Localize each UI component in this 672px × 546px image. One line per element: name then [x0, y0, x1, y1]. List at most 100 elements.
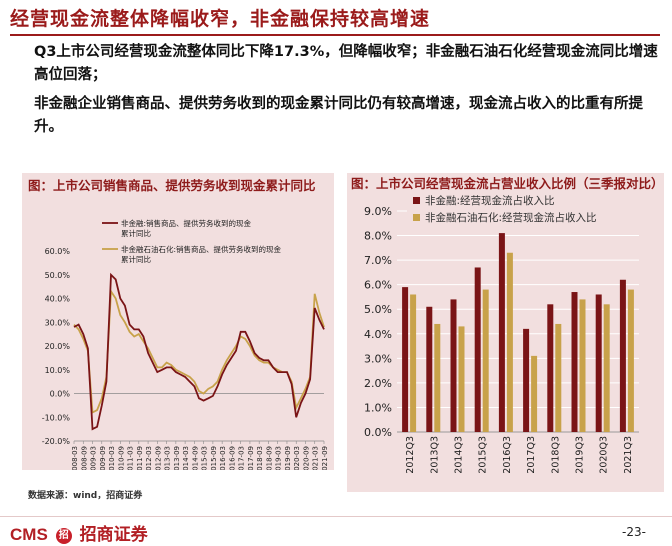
bar-1: [619, 279, 626, 432]
logo-mark-icon: 招: [55, 528, 72, 544]
x-tick-label: 2021-03: [312, 446, 320, 470]
bar-2: [434, 323, 441, 432]
x-tick-label: 2014-03: [182, 446, 190, 470]
x-tick-label: 2010-09: [117, 446, 125, 470]
x-tick-label: 2018Q3: [550, 436, 561, 474]
x-tick-label: 2014Q3: [454, 436, 465, 474]
x-tick-label: 2021-09: [321, 446, 329, 470]
bar-1: [547, 304, 554, 432]
bar-chart-title: 图：上市公司经营现金流占营业收入比例（三季报对比）: [351, 176, 664, 191]
bar-2: [410, 294, 417, 432]
y-tick-label: 0.0%: [50, 390, 71, 399]
x-tick-label: 2011-09: [136, 446, 144, 470]
bar-2: [531, 355, 538, 432]
logo-company-name: 招商证券: [79, 525, 148, 545]
bar-chart: 0.0% 1.0% 2.0% 3.0% 4.0% 5.0% 6.0% 7.0% 8.0% 9.0%…: [364, 194, 657, 474]
x-tick-label: 2009-09: [99, 446, 107, 470]
footer-divider: [0, 516, 672, 517]
y-tick-label: 8.0%: [364, 230, 392, 243]
legend-box: [407, 195, 657, 229]
y-tick-label: 20.0%: [45, 342, 71, 351]
bar-1: [571, 292, 578, 432]
bar-1: [450, 299, 457, 432]
y-tick-label: 0.0%: [364, 426, 392, 439]
legend-label-1: 非金融:销售商品、提供劳务收到的现金累计同比: [121, 218, 252, 238]
bar-chart-panel: 图：上市公司经营现金流占营业收入比例（三季报对比） 0.0% 1.0% 2.0% 3.…: [347, 173, 664, 492]
x-tick-label: 2019-09: [284, 446, 292, 470]
x-tick-label: 2016-09: [228, 446, 236, 470]
bar-1: [595, 294, 602, 432]
x-tick-label: 2008-09: [80, 446, 88, 470]
x-tick-label: 2014-09: [191, 446, 199, 470]
y-tick-label: 60.0%: [45, 247, 71, 256]
bar-2: [506, 252, 513, 432]
x-tick-label: 2020-09: [302, 446, 310, 470]
bar-1: [402, 287, 409, 432]
line-chart-title: 图：上市公司销售商品、提供劳务收到现金累计同比: [28, 178, 316, 193]
x-tick-label: 2012-09: [154, 446, 162, 470]
bar-2: [603, 304, 610, 432]
y-tick-label: 10.0%: [45, 366, 71, 375]
x-tick-label: 2011-03: [127, 446, 135, 470]
x-tick-label: 2008-03: [71, 446, 79, 470]
y-tick-label: 7.0%: [364, 254, 392, 267]
x-tick-label: 2015Q3: [478, 436, 489, 474]
x-tick-label: 2015-09: [210, 446, 218, 470]
series-line-1: [73, 272, 325, 431]
x-tick-label: 2013-03: [164, 446, 172, 470]
bar-2: [482, 289, 489, 432]
y-tick-label: 3.0%: [364, 352, 392, 365]
x-tick-label: 2013-09: [173, 446, 181, 470]
legend-swatch-2: [413, 214, 420, 221]
slide-title: 经营现金流整体降幅收窄，非金融保持较高增速: [10, 8, 431, 30]
x-tick-label: 2010-03: [108, 446, 116, 470]
x-tick-label: 2017Q3: [526, 436, 537, 474]
y-tick-label: -10.0%: [42, 413, 71, 422]
legend-label-1: 非金融:经营现金流占收入比: [425, 194, 555, 207]
x-tick-label: 2013Q3: [429, 436, 440, 474]
bar-2: [579, 299, 586, 432]
x-tick-label: 2019Q3: [575, 436, 586, 474]
logo-cms-text: CMS: [10, 525, 48, 544]
x-tick-label: 2012Q3: [405, 436, 416, 474]
x-tick-label: 2015-03: [201, 446, 209, 470]
bar-1: [474, 267, 481, 432]
bar-2: [555, 323, 562, 432]
y-tick-label: 50.0%: [45, 271, 71, 280]
title-divider: [10, 34, 660, 36]
bar-2: [627, 289, 634, 432]
y-tick-label: 6.0%: [364, 279, 392, 292]
line-chart-panel: 图：上市公司销售商品、提供劳务收到现金累计同比 -20.0% -10.0% 0.0%…: [22, 173, 334, 470]
x-tick-label: 2017-09: [247, 446, 255, 470]
legend-label-2: 非金融石油石化:销售商品、提供劳务收到的现金累计同比: [121, 244, 282, 264]
y-tick-label: -20.0%: [42, 437, 71, 446]
line-chart: -20.0% -10.0% 0.0% 10.0% 20.0% 30.0% 40.0% 50.0…: [42, 218, 329, 470]
y-tick-label: 40.0%: [45, 295, 71, 304]
y-tick-label: 4.0%: [364, 328, 392, 341]
page-number: -23-: [622, 525, 646, 539]
x-tick-label: 2020Q3: [599, 436, 610, 474]
x-tick-label: 2020-03: [293, 446, 301, 470]
bar-1: [426, 306, 433, 432]
x-tick-label: 2009-03: [90, 446, 98, 470]
bullet-point-1: Q3上市公司经营现金流整体同比下降17.3%，但降幅收窄；非金融石油石化经营现金…: [34, 44, 658, 83]
x-tick-label: 2021Q3: [623, 436, 634, 474]
y-tick-label: 9.0%: [364, 205, 392, 218]
x-tick-label: 2018-09: [265, 446, 273, 470]
legend-label-2: 非金融石油石化:经营现金流占收入比: [425, 211, 597, 224]
series-line-2: [73, 288, 325, 414]
y-tick-label: 5.0%: [364, 303, 392, 316]
y-tick-label: 30.0%: [45, 318, 71, 327]
y-tick-label: 1.0%: [364, 401, 392, 414]
x-tick-label: 2016Q3: [502, 436, 513, 474]
bullet-point-2: 非金融企业销售商品、提供劳务收到的现金累计同比仍有较高增速，现金流占收入的比重有…: [34, 96, 643, 135]
data-source-note: 数据来源：wind，招商证券: [28, 491, 143, 501]
x-tick-label: 2018-03: [256, 446, 264, 470]
legend-swatch-1: [413, 197, 420, 204]
x-tick-label: 2017-03: [238, 446, 246, 470]
y-tick-label: 2.0%: [364, 377, 392, 390]
bar-1: [498, 233, 505, 432]
x-tick-label: 2012-03: [145, 446, 153, 470]
x-tick-label: 2019-03: [275, 446, 283, 470]
company-logo: CMS 招 招商证券: [10, 520, 148, 545]
